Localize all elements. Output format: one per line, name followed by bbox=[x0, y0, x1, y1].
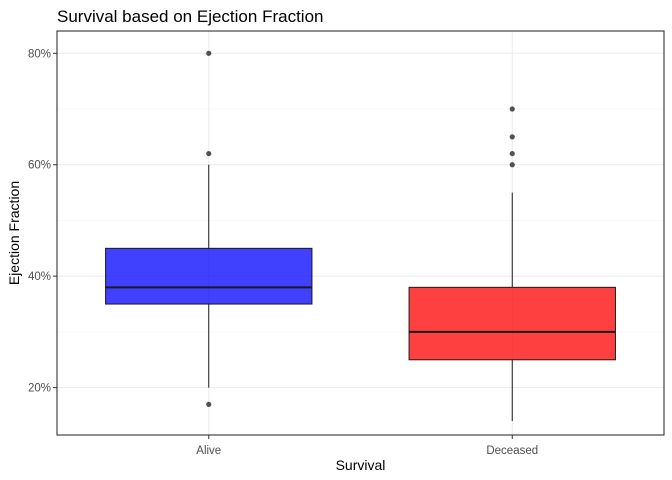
outlier-point-alive bbox=[206, 401, 212, 407]
y-tick-label: 80% bbox=[28, 48, 51, 60]
box-deceased bbox=[408, 106, 616, 422]
x-axis: Alive Deceased bbox=[196, 435, 538, 457]
outlier-point-alive bbox=[206, 150, 212, 157]
y-tick-label: 60% bbox=[28, 160, 51, 172]
box-rect-deceased bbox=[408, 286, 616, 361]
panel-border bbox=[56, 30, 665, 436]
box-rect-alive bbox=[105, 247, 313, 305]
outlier-point-deceased bbox=[509, 150, 515, 157]
outlier-point-deceased bbox=[509, 134, 515, 140]
y-tick-label: 20% bbox=[28, 383, 51, 395]
outlier-point-deceased bbox=[509, 106, 515, 112]
y-axis: 20% 40% 60% 80% bbox=[28, 48, 57, 395]
y-tick-label: 40% bbox=[28, 271, 51, 283]
y-axis-title: Ejection Fraction bbox=[6, 181, 22, 285]
x-tick-label: Deceased bbox=[486, 445, 538, 457]
chart-title: Survival based on Ejection Fraction bbox=[57, 7, 323, 26]
x-axis-title: Survival bbox=[336, 457, 386, 473]
box-layer bbox=[105, 50, 616, 422]
outlier-point-alive bbox=[206, 50, 212, 56]
x-tick-label: Alive bbox=[196, 445, 221, 457]
box-alive bbox=[105, 50, 313, 407]
grid-lines bbox=[57, 31, 664, 435]
outlier-point-deceased bbox=[509, 162, 515, 168]
